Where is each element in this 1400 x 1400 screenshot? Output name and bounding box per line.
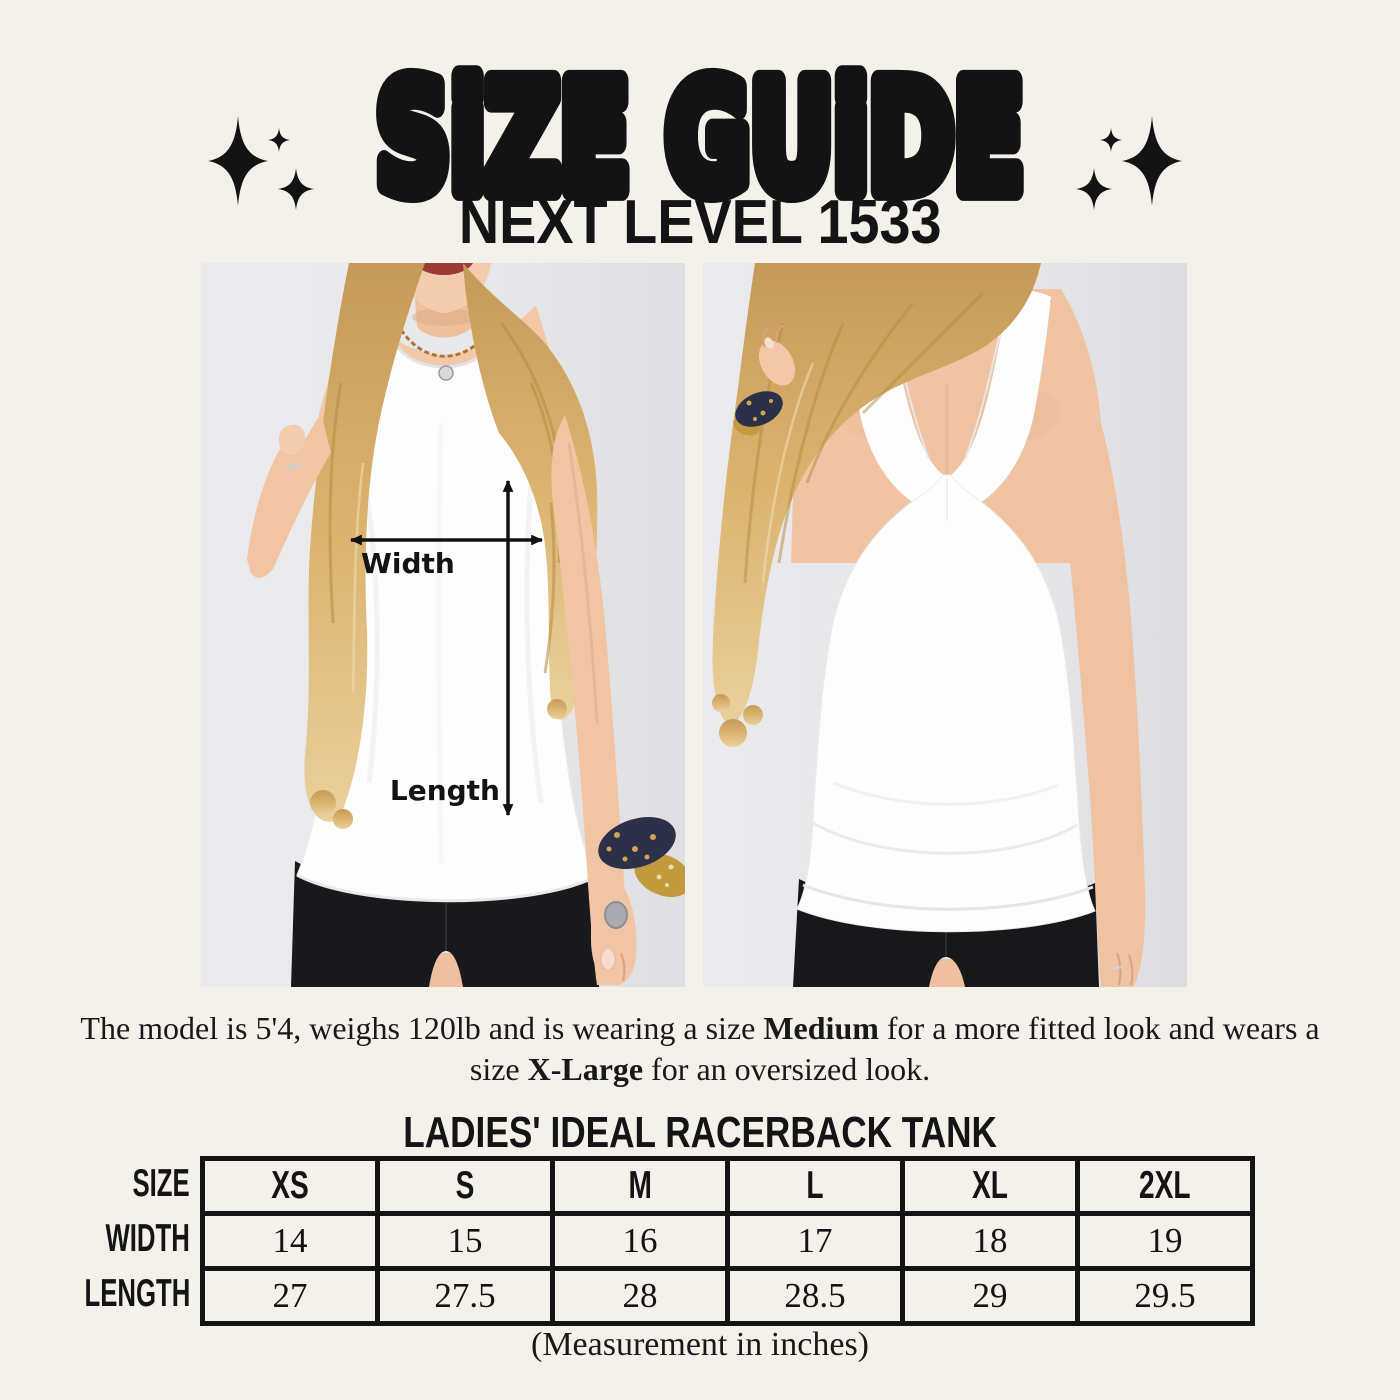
right-arm <box>1062 423 1146 987</box>
measurement-footnote: (Measurement in inches) <box>531 1326 869 1363</box>
size-cell: S <box>375 1156 555 1216</box>
ring <box>604 901 628 929</box>
scrunchie <box>733 391 783 436</box>
left-arm <box>247 413 331 578</box>
length-cell: 27 <box>200 1266 380 1326</box>
table-row-sizes: XS S M L XL 2XL <box>200 1156 1255 1216</box>
lips <box>414 263 473 275</box>
page-title-graphic: SiZE GUiDE <box>367 44 1033 214</box>
thumb-nail <box>600 947 616 971</box>
size-chart-row-labels: SIZE WIDTH LENGTH <box>0 1156 190 1321</box>
size-chart-title-row: LADIES' IDEAL RACERBACK TANK <box>0 1110 1400 1156</box>
width-cell: 14 <box>200 1211 380 1271</box>
front-photo-illustration: Width Length <box>201 263 685 987</box>
table-row-length: 27 27.5 28 28.5 29 29.5 <box>200 1266 1255 1326</box>
size-cell: M <box>550 1156 730 1216</box>
back-photo-illustration <box>703 263 1187 987</box>
size-cell: XL <box>900 1156 1080 1216</box>
width-cell: 15 <box>375 1211 555 1271</box>
length-label: Length <box>390 774 500 807</box>
back-photo <box>703 263 1187 987</box>
row-label-width: WIDTH <box>105 1217 190 1260</box>
size-cell: XS <box>200 1156 380 1216</box>
page-subtitle-row: NEXT LEVEL 1533 <box>0 188 1400 257</box>
row-label-size: SIZE <box>132 1162 190 1205</box>
length-cell: 27.5 <box>375 1266 555 1326</box>
width-cell: 17 <box>725 1211 905 1271</box>
width-cell: 16 <box>550 1211 730 1271</box>
width-label: Width <box>361 547 455 580</box>
scrunchie <box>598 817 685 897</box>
row-label-length: LENGTH <box>84 1272 190 1315</box>
model-note-line-1: The model is 5'4, weighs 120lb and is we… <box>80 1010 1320 1046</box>
hand-holding-hair <box>758 324 796 386</box>
sparkle-icon <box>1076 116 1182 210</box>
width-cell: 19 <box>1075 1211 1255 1271</box>
page-title: SiZE GUiDE <box>376 50 1024 214</box>
front-photo: Width Length <box>201 263 685 987</box>
length-cell: 29 <box>900 1266 1080 1326</box>
table-row-width: 14 15 16 17 18 19 <box>200 1211 1255 1271</box>
size-cell: 2XL <box>1075 1156 1255 1216</box>
length-cell: 28.5 <box>725 1266 905 1326</box>
model-note: The model is 5'4, weighs 120lb and is we… <box>0 1008 1400 1090</box>
length-cell: 29.5 <box>1075 1266 1255 1326</box>
length-cell: 28 <box>550 1266 730 1326</box>
model-note-line-2: size X-Large for an oversized look. <box>469 1051 931 1087</box>
measurement-annotations: Width Length <box>349 479 544 817</box>
hair <box>712 263 1041 747</box>
width-cell: 18 <box>900 1211 1080 1271</box>
size-cell: L <box>725 1156 905 1216</box>
size-chart-table: XS S M L XL 2XL 14 15 16 17 18 19 27 27.… <box>200 1156 1255 1326</box>
page-subtitle: NEXT LEVEL 1533 <box>458 188 942 257</box>
size-chart-title: LADIES' IDEAL RACERBACK TANK <box>403 1108 997 1157</box>
sparkle-icon <box>208 116 314 210</box>
